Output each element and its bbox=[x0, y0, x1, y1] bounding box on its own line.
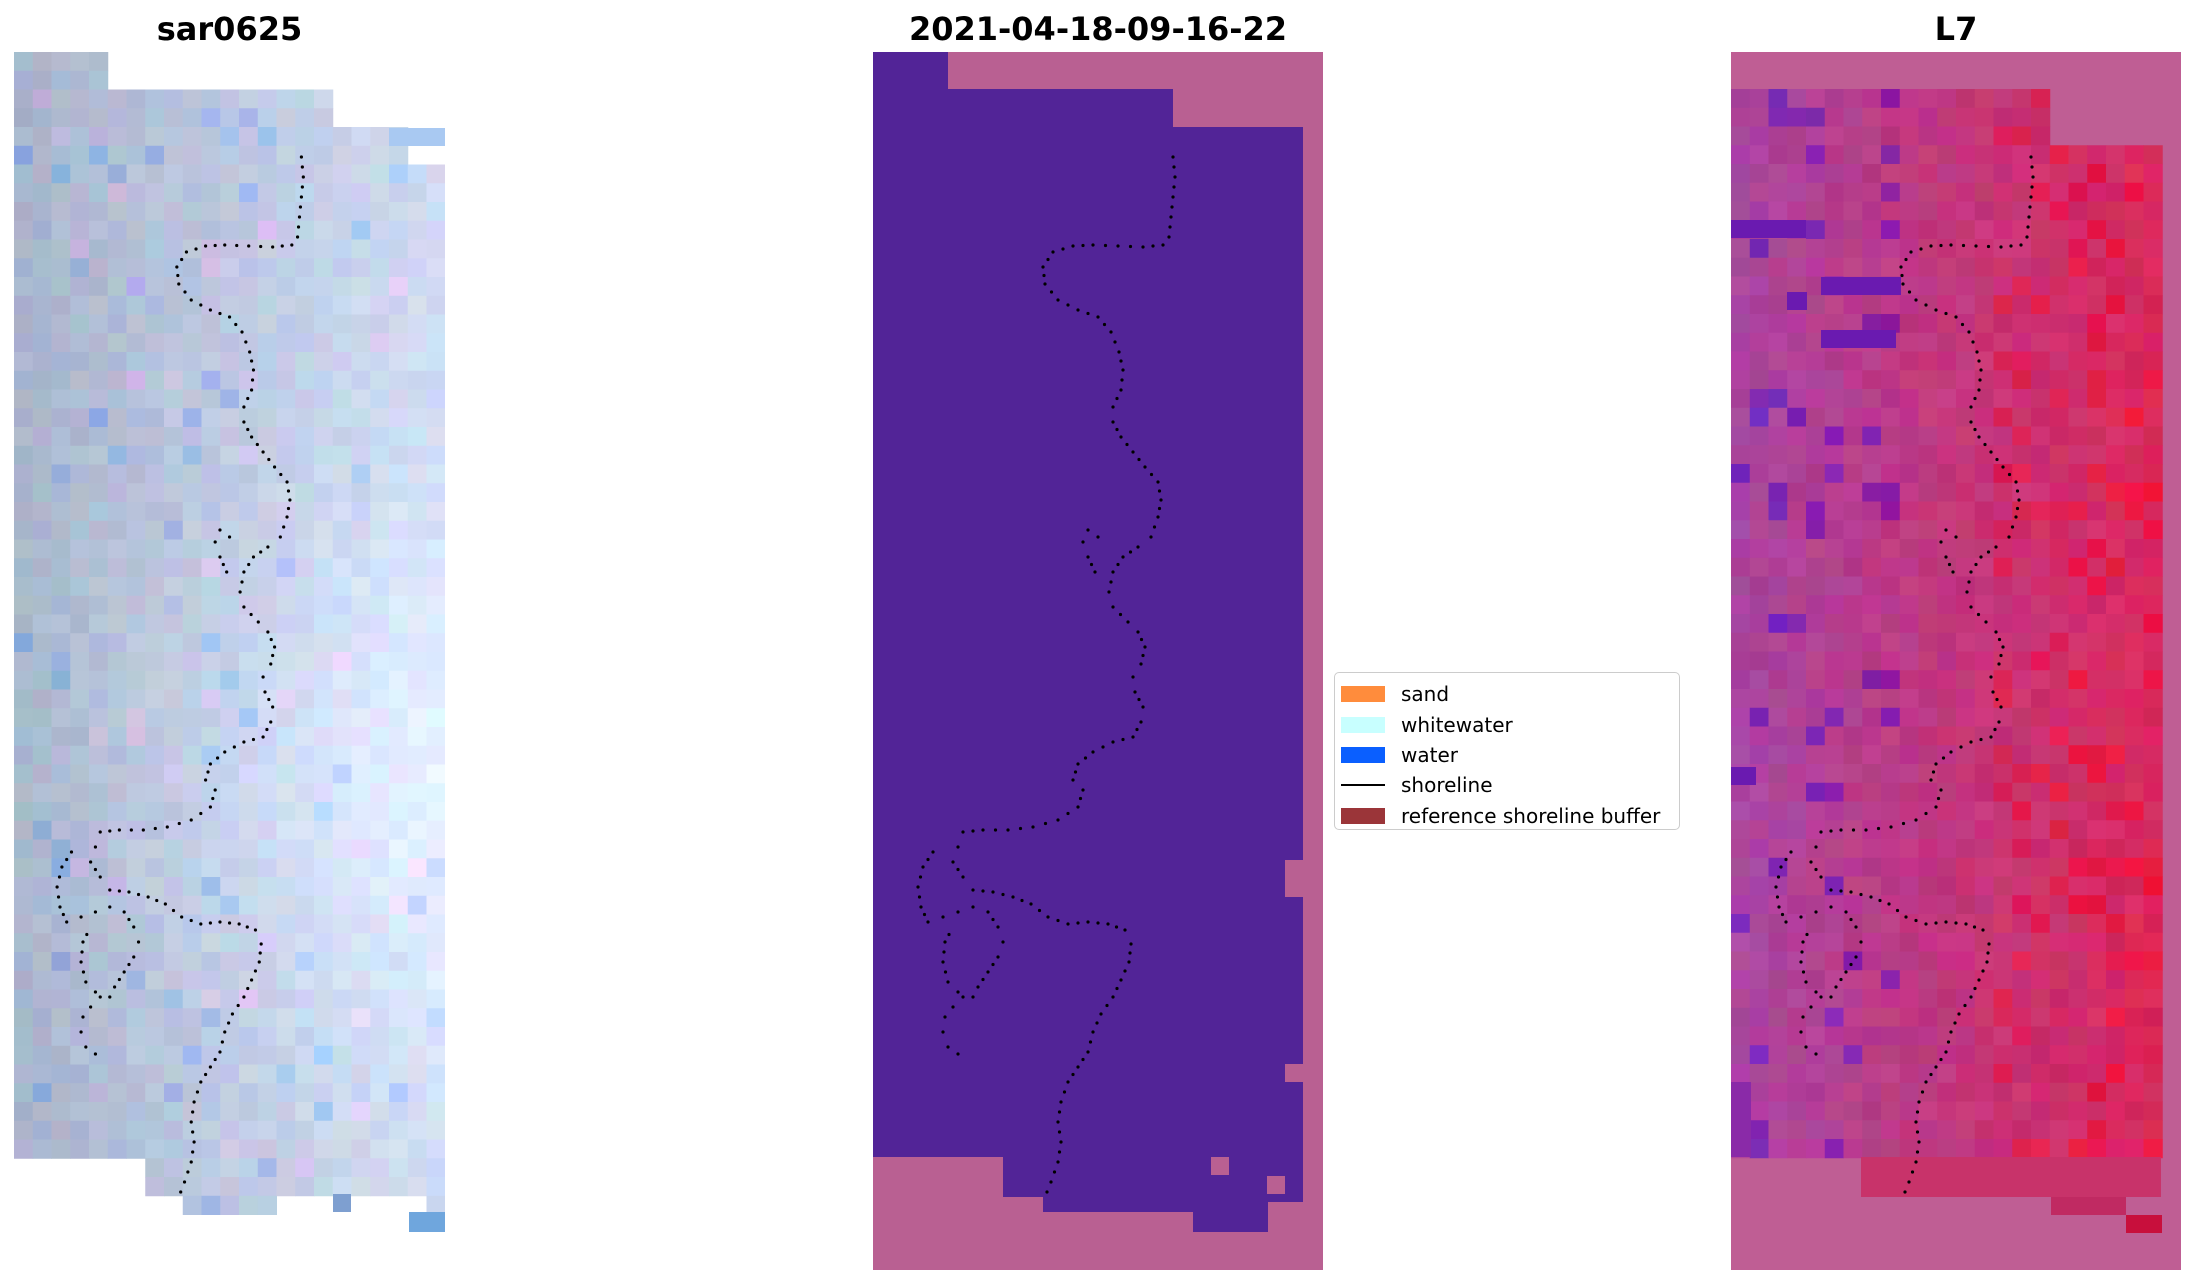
rgb-image-panel bbox=[14, 52, 445, 1232]
index-pixels bbox=[1731, 89, 2163, 1233]
panel-title-index: L7 bbox=[1934, 10, 1978, 48]
water-class-region bbox=[873, 52, 1303, 1232]
legend: sand whitewater water shoreline referenc… bbox=[1334, 672, 1680, 830]
legend-label-sand: sand bbox=[1401, 682, 1450, 707]
legend-item-whitewater: whitewater bbox=[1335, 709, 1679, 739]
rgb-image bbox=[14, 52, 445, 1232]
legend-label-buffer: reference shoreline buffer bbox=[1401, 803, 1661, 828]
legend-swatch-buffer bbox=[1341, 807, 1385, 824]
panel-title-classified: 2021-04-18-09-16-22 bbox=[908, 10, 1288, 48]
legend-line-shoreline bbox=[1341, 784, 1385, 787]
legend-item-buffer: reference shoreline buffer bbox=[1335, 801, 1679, 831]
legend-label-water: water bbox=[1401, 742, 1458, 767]
shoreline-points bbox=[916, 155, 1177, 1194]
rgb-pixels bbox=[14, 52, 445, 1232]
legend-item-sand: sand bbox=[1335, 679, 1679, 709]
legend-label-whitewater: whitewater bbox=[1401, 712, 1513, 737]
classified-image-panel bbox=[873, 52, 1323, 1270]
index-image bbox=[1731, 52, 2181, 1270]
legend-item-water: water bbox=[1335, 740, 1679, 770]
legend-swatch-water bbox=[1341, 746, 1385, 763]
legend-swatch-sand bbox=[1341, 686, 1385, 703]
legend-swatch-whitewater bbox=[1341, 716, 1385, 733]
legend-label-shoreline: shoreline bbox=[1401, 773, 1493, 798]
index-image-panel bbox=[1731, 52, 2181, 1270]
classified-image bbox=[873, 52, 1323, 1270]
shoreline-points bbox=[55, 155, 305, 1194]
legend-item-shoreline: shoreline bbox=[1335, 770, 1679, 800]
panel-title-rgb: sar0625 bbox=[156, 10, 303, 48]
shoreline-points bbox=[1774, 155, 2035, 1194]
